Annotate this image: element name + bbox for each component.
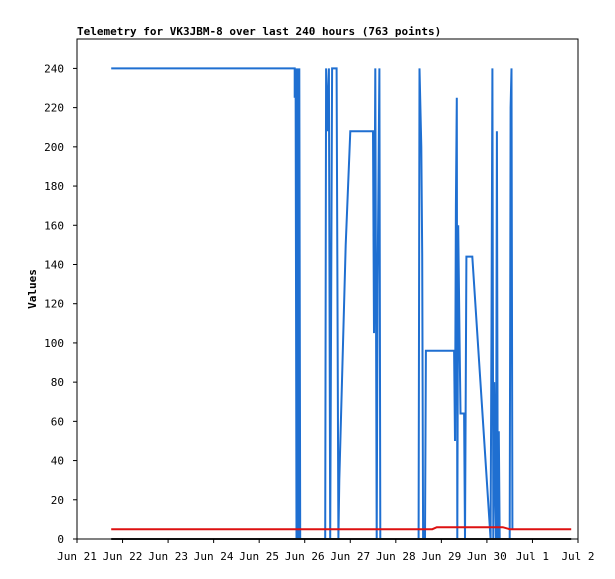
series-line-2 (111, 526, 572, 531)
series-line-1 (111, 67, 514, 540)
x-tick-label: Jul 2 (561, 550, 594, 563)
y-axis-label: Values (26, 269, 39, 309)
x-tick-label: Jul 1 (516, 550, 549, 563)
chart-title: Telemetry for VK3JBM-8 over last 240 hou… (77, 25, 441, 38)
y-tick-label: 80 (51, 376, 64, 389)
x-tick-label: Jun 22 (103, 550, 143, 563)
x-tick-label: Jun 23 (148, 550, 188, 563)
y-tick-label: 40 (51, 455, 64, 468)
x-tick-label: Jun 21 (57, 550, 97, 563)
y-tick-label: 0 (57, 533, 64, 546)
x-tick-label: Jun 27 (330, 550, 370, 563)
y-tick-label: 160 (44, 219, 64, 232)
y-tick-label: 120 (44, 298, 64, 311)
y-tick-label: 20 (51, 494, 64, 507)
y-tick-label: 240 (44, 62, 64, 75)
y-tick-label: 60 (51, 415, 64, 428)
y-tick-label: 140 (44, 258, 64, 271)
y-tick-label: 200 (44, 141, 64, 154)
x-axis: Jun 21 Jun 22 Jun 23 Jun 24 Jun 25 Jun 26 Jun … (57, 539, 595, 563)
y-tick-label: 100 (44, 337, 64, 350)
y-axis: 0 20 40 60 80 100 120 140 160 180 200 220 240 (44, 62, 77, 546)
x-tick-label: Jun 29 (421, 550, 461, 563)
series-layer (111, 67, 572, 540)
x-tick-label: Jun 25 (239, 550, 279, 563)
x-tick-label: Jun 30 (467, 550, 507, 563)
y-tick-label: 220 (44, 102, 64, 115)
x-tick-label: Jun 24 (194, 550, 234, 563)
y-tick-label: 180 (44, 180, 64, 193)
x-tick-label: Jun 28 (376, 550, 416, 563)
x-tick-label: Jun 26 (285, 550, 325, 563)
